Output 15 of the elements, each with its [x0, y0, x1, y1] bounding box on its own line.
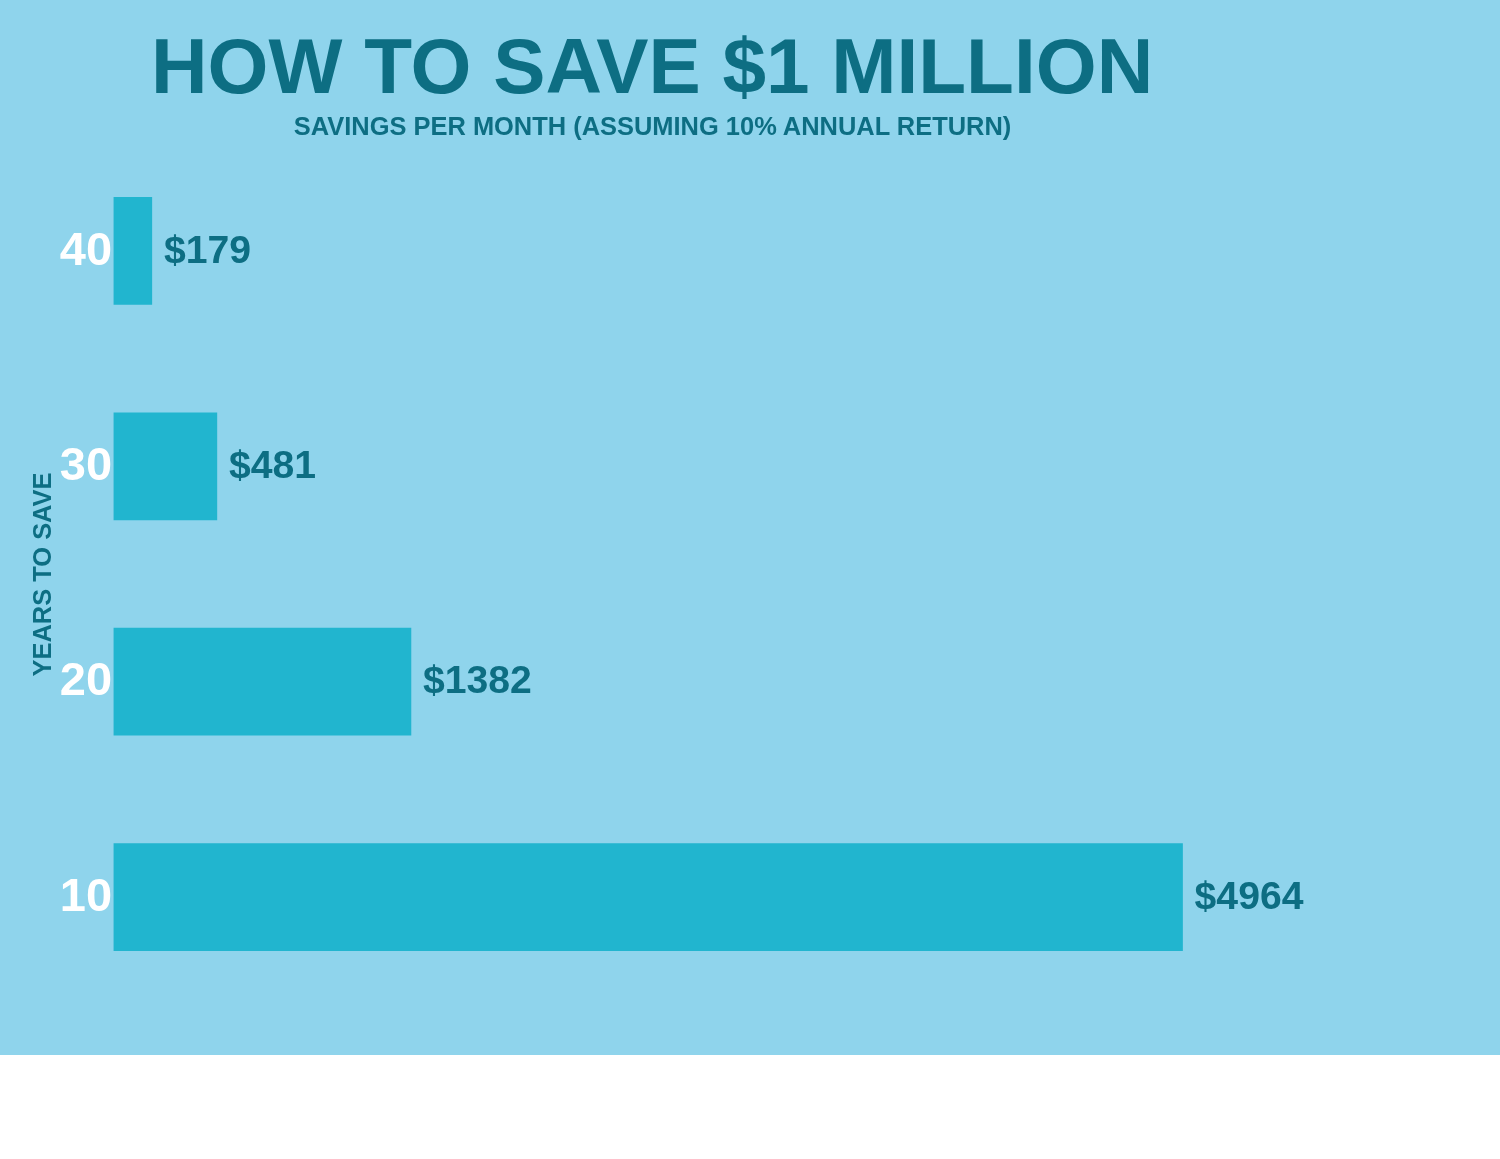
data-label: $179 [163, 227, 251, 271]
chart-title: HOW TO SAVE $1 MILLION [150, 22, 1154, 111]
bar [113, 412, 218, 521]
data-label: $1382 [423, 658, 532, 702]
data-label: $481 [228, 443, 317, 487]
y-tick-label: 10 [59, 867, 113, 921]
y-tick-label: 40 [59, 221, 113, 275]
bar [113, 627, 412, 736]
y-axis-title: YEARS TO SAVE [28, 472, 57, 677]
bar [113, 843, 1183, 951]
data-label: $4964 [1194, 873, 1304, 917]
y-tick-label: 30 [59, 437, 113, 491]
y-tick-label: 20 [59, 652, 113, 706]
bar [113, 197, 153, 305]
x-axis-title: SAVINGS PER MONTH (ASSUMING 10% ANNUAL RETURN) [293, 111, 1012, 140]
